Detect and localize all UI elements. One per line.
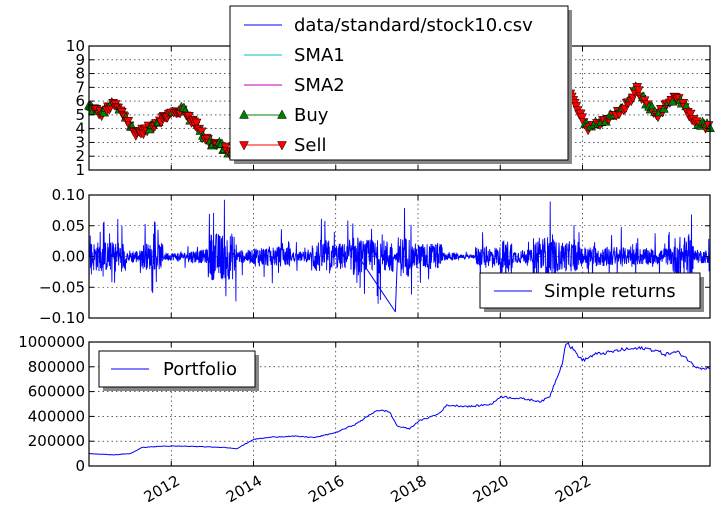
legend-label: SMA1 (294, 45, 345, 66)
sell-marker (220, 142, 231, 153)
y-tick-label: 400000 (28, 407, 85, 425)
legend-buy-marker (239, 109, 249, 119)
sell-marker (196, 127, 207, 137)
legend-label: Buy (294, 105, 329, 126)
legend-label: data/standard/stock10.csv (294, 15, 533, 36)
y-tick-label: 2 (75, 147, 85, 165)
y-tick-label: 600000 (28, 383, 85, 401)
y-tick-label: 0.00 (52, 248, 85, 266)
portfolio-panel: 0 200000 400000 600000 800000 1000000 Portfol… (18, 333, 711, 475)
y-tick-label: 1 (75, 161, 85, 179)
portfolio-legend: Portfolio (98, 350, 259, 391)
sell-marker (191, 118, 202, 129)
y-tick-label: 0.05 (52, 217, 85, 235)
y-tick-label: 0.10 (52, 186, 85, 204)
sell-marker (685, 109, 696, 120)
y-tick-label: 6 (75, 92, 85, 110)
price-legend: data/standard/stock10.csv SMA1 SMA2 Buy Sell (229, 5, 572, 164)
x-axis-ticks: 2012 2014 2016 2018 2020 2022 (141, 472, 594, 507)
legend-label: Portfolio (163, 359, 237, 380)
legend-box (229, 5, 569, 161)
sell-marker (627, 93, 638, 104)
y-tick-label: 0 (75, 457, 85, 475)
x-tick-label: 2018 (388, 472, 430, 507)
sell-marker (577, 113, 588, 123)
x-tick-label: 2014 (223, 472, 265, 507)
returns-line (88, 199, 711, 312)
legend-label: Sell (294, 135, 327, 156)
x-tick-label: 2016 (305, 472, 347, 507)
returns-gap-line (360, 259, 396, 313)
y-tick-label: 8 (75, 65, 85, 83)
legend-sell-marker (239, 141, 249, 151)
sell-marker (123, 116, 134, 127)
returns-legend: Simple returns (479, 272, 704, 312)
returns-panel: −0.10 −0.05 0.00 0.05 0.10 Simple returns (39, 186, 711, 327)
y-tick-label: 3 (75, 133, 85, 151)
y-tick-label: 800000 (28, 358, 85, 376)
sell-marker (633, 86, 644, 96)
y-tick-label: 4 (75, 120, 85, 138)
y-tick-label: 9 (75, 51, 85, 69)
portfolio-axes-frame (88, 341, 711, 467)
legend-buy-marker (277, 109, 287, 119)
x-tick-label: 2020 (470, 472, 512, 507)
y-tick-label: 10 (66, 37, 85, 55)
returns-gap-line (394, 256, 398, 312)
y-tick-label: 200000 (28, 432, 85, 450)
x-tick-label: 2022 (552, 472, 594, 507)
legend-sell-marker (277, 141, 287, 151)
legend-label: SMA2 (294, 75, 345, 96)
y-tick-label: −0.10 (39, 309, 85, 327)
y-tick-label: 1000000 (18, 333, 85, 351)
legend-label: Simple returns (544, 281, 676, 302)
x-tick-label: 2012 (141, 472, 183, 507)
portfolio-line (89, 342, 711, 456)
y-tick-label: 5 (75, 106, 85, 124)
y-tick-label: 7 (75, 78, 85, 96)
y-tick-label: −0.05 (39, 278, 85, 296)
